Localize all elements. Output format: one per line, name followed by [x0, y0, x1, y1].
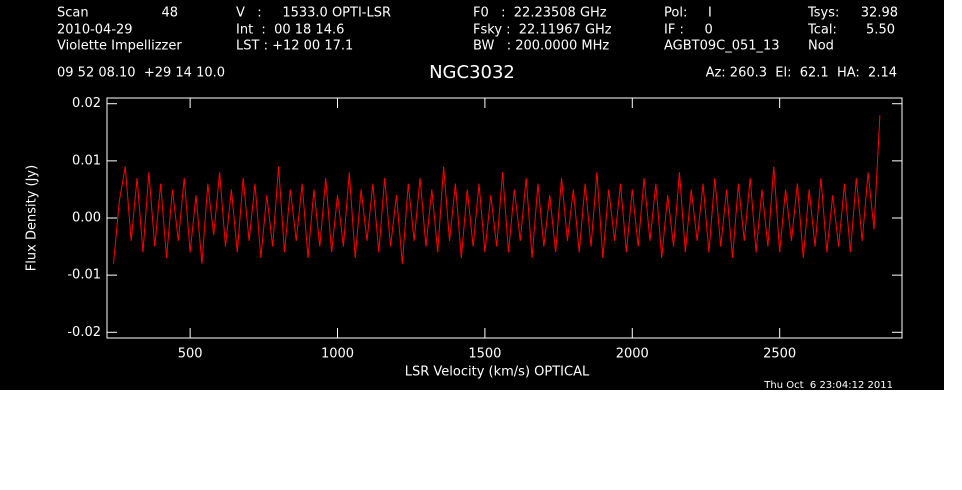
y-axis-label: Flux Density (Jy)	[25, 165, 40, 271]
x-tick-label: 1000	[321, 347, 354, 362]
header-text: V : 1533.0 OPTI-LSR	[236, 6, 391, 21]
header-text: 2010-04-29	[57, 23, 133, 38]
header-text: F0 : 22.23508 GHz	[473, 6, 607, 21]
header-text: Tcal:	[807, 23, 837, 38]
timestamp: Thu Oct 6 23:04:12 2011	[763, 380, 893, 391]
header-text: 48	[161, 6, 178, 21]
x-tick-label: 2500	[763, 347, 796, 362]
header-text: Fsky : 22.11967 GHz	[473, 23, 612, 38]
header-text: AGBT09C_051_13	[664, 39, 780, 54]
spectrum-line	[112, 115, 881, 264]
header-text: Pol: I	[664, 6, 712, 21]
header-text: Violette Impellizzer	[57, 39, 182, 54]
y-tick-label: -0.01	[67, 268, 101, 283]
header-text: BW : 200.0000 MHz	[473, 39, 609, 54]
header-text: Az: 260.3 El: 62.1 HA: 2.14	[706, 66, 897, 81]
header-text: Int : 00 18 14.6	[236, 23, 344, 38]
x-axis-label: LSR Velocity (km/s) OPTICAL	[405, 365, 590, 380]
header-text: LST : +12 00 17.1	[236, 39, 353, 54]
chart-title: NGC3032	[429, 62, 515, 83]
y-tick-label: 0.00	[72, 211, 101, 226]
header-text: Nod	[808, 39, 834, 54]
header-text: Scan	[57, 6, 89, 21]
y-tick-label: 0.02	[72, 96, 101, 111]
x-tick-label: 500	[178, 347, 203, 362]
header-text: 09 52 08.10 +29 14 10.0	[57, 66, 225, 81]
y-tick-label: 0.01	[72, 153, 101, 168]
header-text: 32.98	[861, 6, 898, 21]
plot-background	[0, 0, 944, 390]
x-tick-label: 1500	[468, 347, 501, 362]
header-text: Tsys:	[807, 6, 839, 21]
y-tick-label: -0.02	[67, 325, 101, 340]
x-tick-label: 2000	[616, 347, 649, 362]
header-text: 5.50	[866, 23, 895, 38]
header-text: IF : 0	[664, 23, 713, 38]
